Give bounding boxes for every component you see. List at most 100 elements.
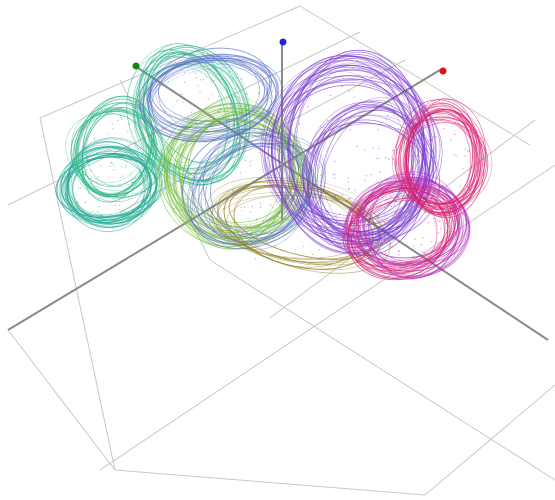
attractor-point	[107, 133, 109, 135]
attractor-point	[207, 98, 209, 100]
attractor-point	[398, 251, 400, 253]
attractor-point	[434, 206, 437, 209]
attractor-point	[101, 108, 103, 111]
attractor-loop	[210, 143, 309, 236]
attractor-point	[335, 215, 337, 217]
attractor-point	[455, 155, 457, 157]
attractor-point	[140, 190, 142, 192]
attractor-point	[135, 121, 137, 123]
attractor-point	[199, 91, 201, 93]
attractor-loop	[77, 108, 145, 183]
attractor-point	[125, 164, 127, 166]
attractor-point	[267, 93, 269, 95]
attractor-point	[396, 236, 398, 238]
attractor-point	[279, 261, 281, 263]
attractor-point	[425, 192, 427, 194]
attractor-point	[245, 159, 247, 162]
attractor-loop	[126, 48, 244, 179]
attractor-point	[468, 150, 470, 152]
attractor-loop	[167, 108, 306, 235]
attractor-point	[165, 56, 167, 58]
attractor-point	[249, 165, 251, 167]
attractor-point	[145, 166, 147, 168]
attractor-point	[410, 259, 412, 261]
attractor-point	[472, 155, 474, 158]
attractor-point	[239, 144, 241, 147]
attractor-point	[379, 247, 381, 249]
attractor-point	[354, 96, 356, 98]
x-axis-marker[interactable]	[439, 67, 447, 75]
attractor-point	[269, 97, 271, 99]
attractor-loop	[397, 118, 493, 209]
attractor-point	[187, 118, 189, 120]
attractor-point	[273, 238, 275, 240]
attractor-point	[386, 218, 388, 220]
attractor-point	[367, 249, 369, 251]
attractor-point	[213, 79, 215, 81]
attractor-point	[230, 134, 232, 136]
attractor-point	[274, 245, 276, 247]
attractor-point	[259, 202, 261, 204]
attractor-loop	[142, 57, 277, 143]
attractor-point	[368, 222, 370, 224]
attractor-loop	[350, 190, 449, 278]
attractor-point	[344, 231, 347, 233]
attractor-point	[437, 122, 439, 124]
attractor-loop	[77, 113, 147, 188]
attractor-point	[192, 201, 194, 203]
z-axis-marker[interactable]	[279, 38, 287, 46]
attractor-point	[100, 165, 102, 167]
attractor-point	[398, 197, 400, 199]
attractor-loop	[74, 109, 157, 196]
attractor-point	[98, 206, 100, 208]
attractor-point	[113, 169, 115, 171]
attractor-point	[205, 187, 208, 189]
attractor-point	[425, 149, 427, 151]
grid-line	[209, 259, 555, 481]
attractor-point	[391, 186, 393, 188]
attractor-loop	[403, 122, 487, 204]
attractor-point	[435, 241, 437, 243]
attractor-point	[385, 157, 387, 159]
attractor-point	[436, 177, 438, 179]
attractor-loop	[147, 58, 279, 136]
attractor-point	[429, 139, 432, 141]
attractor-point	[93, 138, 96, 140]
attractor-point	[316, 204, 318, 206]
attractor-point	[232, 105, 234, 108]
attractor-point	[409, 179, 411, 181]
attractor-point	[445, 222, 447, 224]
attractor-point	[327, 119, 329, 121]
y-axis-marker[interactable]	[132, 62, 140, 70]
attractor-point	[428, 140, 430, 142]
attractor-loop	[349, 189, 449, 275]
attractor-point	[174, 61, 176, 64]
attractor-point	[185, 198, 187, 200]
attractor-point	[122, 175, 124, 177]
attractor-point	[404, 198, 406, 200]
attractor-point	[238, 154, 240, 156]
attractor-point	[188, 123, 190, 125]
attractor-point	[349, 117, 351, 119]
attractor-point	[144, 158, 146, 160]
attractor-point	[430, 179, 432, 181]
attractor-point	[218, 220, 220, 222]
attractor-point	[96, 152, 98, 154]
attractor-point	[311, 169, 313, 172]
attractor-point	[234, 88, 236, 90]
attractor-point	[364, 149, 366, 151]
attractor-point	[195, 77, 197, 79]
attractor-point	[219, 105, 222, 107]
attractor-point	[218, 110, 220, 112]
grid-line	[424, 384, 555, 496]
attractor-point	[354, 211, 356, 213]
attractor-point	[414, 143, 416, 145]
attractor-point	[467, 150, 469, 152]
attractor-loop	[149, 55, 268, 125]
attractor-point	[90, 182, 92, 184]
attractor-point	[174, 167, 177, 169]
attractor-point	[391, 231, 393, 233]
attractor-point	[411, 154, 413, 157]
